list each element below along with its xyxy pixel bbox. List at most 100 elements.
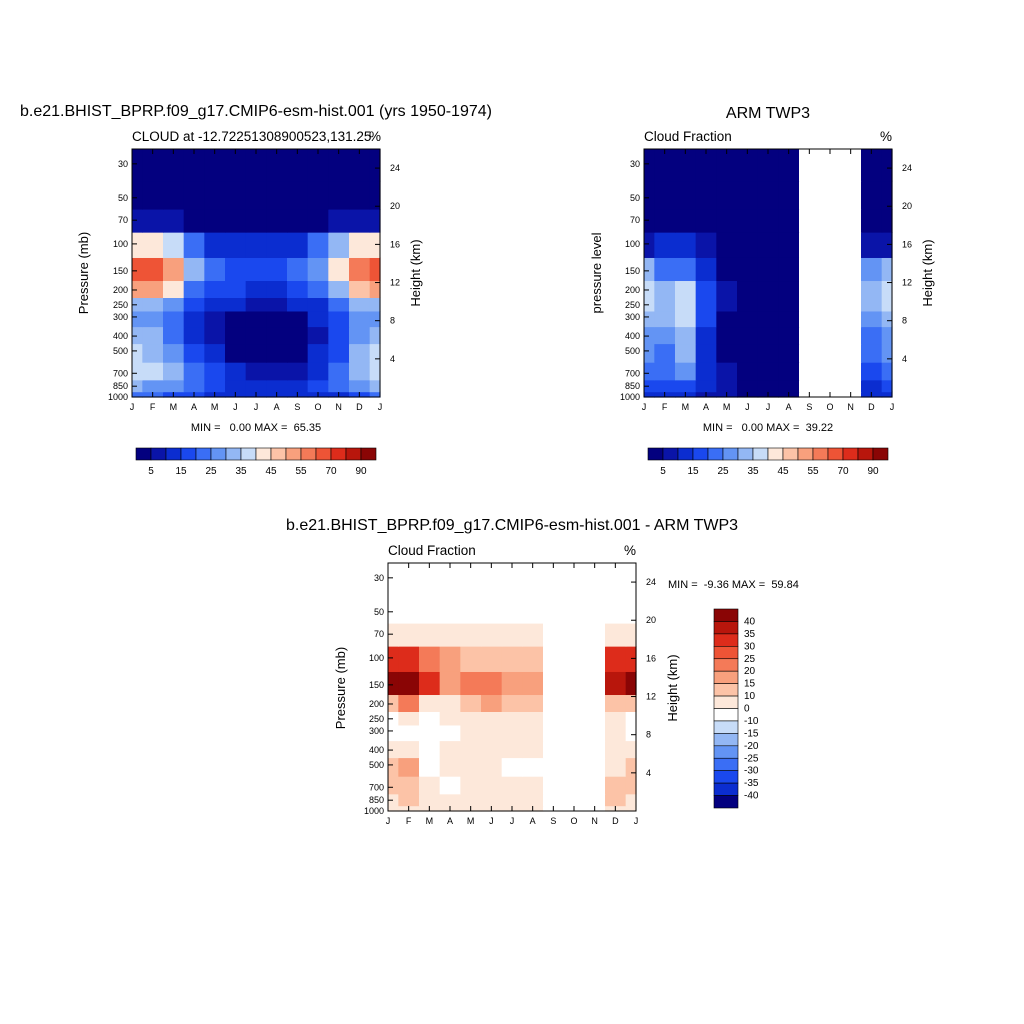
heatmap-cell bbox=[349, 208, 371, 233]
heatmap-cell bbox=[328, 326, 350, 345]
heatmap-cell bbox=[481, 757, 503, 777]
heatmap-cell bbox=[543, 694, 565, 712]
heatmap-cell bbox=[757, 149, 779, 182]
heatmap-cell bbox=[369, 391, 381, 398]
heatmap-cell bbox=[861, 149, 883, 182]
heatmap-cell bbox=[163, 257, 185, 282]
heatmap-cell bbox=[737, 379, 759, 393]
panel-obs-colorbar: 5 15 25 35 45 55 70 90 bbox=[647, 447, 889, 477]
x-tick-label: O bbox=[570, 816, 577, 826]
heatmap-cell bbox=[625, 694, 637, 712]
y2-tick-label: 20 bbox=[646, 615, 656, 625]
heatmap-cell bbox=[695, 232, 717, 258]
y-tick-label: 100 bbox=[625, 239, 640, 249]
heatmap-cell bbox=[132, 362, 143, 381]
heatmap-cell bbox=[716, 208, 738, 233]
heatmap-cell bbox=[778, 362, 800, 381]
y2-tick-label: 20 bbox=[390, 201, 400, 211]
heatmap-cell bbox=[881, 310, 893, 328]
panel-diff-ylabel-left: Pressure (mb) bbox=[333, 647, 348, 729]
heatmap-cell bbox=[543, 740, 565, 759]
heatmap-cell bbox=[204, 280, 226, 298]
heatmap-cell bbox=[563, 711, 585, 726]
x-tick-label: A bbox=[786, 402, 792, 412]
x-tick-label: A bbox=[274, 402, 280, 412]
heatmap-cell bbox=[543, 776, 565, 795]
heatmap-cell bbox=[369, 180, 381, 210]
x-tick-label: A bbox=[191, 402, 197, 412]
heatmap-cell bbox=[328, 232, 350, 258]
heatmap-cell bbox=[369, 362, 381, 381]
heatmap-cell bbox=[778, 326, 800, 345]
heatmap-cell bbox=[142, 232, 164, 258]
heatmap-cell bbox=[737, 149, 759, 182]
heatmap-cell bbox=[625, 594, 637, 624]
heatmap-cell bbox=[819, 343, 841, 363]
heatmap-cell bbox=[398, 724, 420, 742]
heatmap-cell bbox=[757, 180, 779, 210]
heatmap-cell bbox=[625, 724, 637, 742]
y2-tick-label: 24 bbox=[902, 163, 912, 173]
heatmap-cell bbox=[501, 757, 523, 777]
colorbar-swatch bbox=[255, 447, 272, 461]
heatmap-cell bbox=[132, 391, 143, 398]
y-tick-label: 850 bbox=[369, 795, 384, 805]
heatmap-cell bbox=[501, 776, 523, 795]
heatmap-cell bbox=[225, 232, 247, 258]
heatmap-cell bbox=[819, 379, 841, 393]
heatmap-cell bbox=[204, 362, 226, 381]
panel-diff-right-label: % bbox=[624, 543, 636, 558]
y-tick-label: 30 bbox=[374, 573, 384, 583]
heatmap-cell bbox=[142, 343, 164, 363]
heatmap-cell bbox=[625, 711, 637, 726]
heatmap-cell bbox=[605, 724, 627, 742]
y-tick-label: 250 bbox=[625, 300, 640, 310]
heatmap-cell bbox=[522, 757, 544, 777]
y2-tick-label: 8 bbox=[646, 730, 651, 740]
x-tick-label: O bbox=[314, 402, 321, 412]
panel-diff-title: b.e21.BHIST_BPRP.f09_g17.CMIP6-esm-hist.… bbox=[286, 517, 738, 534]
x-tick-label: D bbox=[612, 816, 619, 826]
colorbar-label: 35 bbox=[747, 466, 759, 477]
heatmap-cell bbox=[644, 379, 655, 393]
x-tick-label: J bbox=[766, 402, 771, 412]
heatmap-cell bbox=[439, 757, 461, 777]
heatmap-cell bbox=[388, 671, 399, 696]
heatmap-cell bbox=[543, 646, 565, 672]
heatmap-cell bbox=[183, 362, 205, 381]
heatmap-cell bbox=[287, 180, 309, 210]
y2-tick-label: 4 bbox=[390, 354, 395, 364]
heatmap-cell bbox=[757, 362, 779, 381]
panel-obs: ARM TWP3 Cloud Fraction % J F M A M J J A S O N D J 3… bbox=[589, 105, 935, 477]
heatmap-cell bbox=[419, 594, 441, 624]
y-tick-label: 70 bbox=[374, 629, 384, 639]
heatmap-cell bbox=[757, 232, 779, 258]
heatmap-cell bbox=[644, 280, 655, 298]
heatmap-cell bbox=[307, 257, 329, 282]
colorbar-swatch bbox=[842, 447, 859, 461]
y-tick-label: 100 bbox=[113, 239, 128, 249]
panel-obs-right-label: % bbox=[880, 129, 892, 144]
colorbar-swatch bbox=[713, 733, 739, 747]
colorbar-label: -10 bbox=[744, 716, 759, 727]
heatmap-cell bbox=[543, 671, 565, 696]
heatmap-cell bbox=[439, 793, 461, 807]
heatmap-cell bbox=[840, 297, 862, 312]
heatmap-cell bbox=[799, 280, 821, 298]
colorbar-label: 25 bbox=[744, 654, 756, 665]
heatmap-cell bbox=[840, 149, 862, 182]
heatmap-cell bbox=[881, 232, 893, 258]
y-tick-label: 500 bbox=[369, 760, 384, 770]
heatmap-cell bbox=[625, 622, 637, 647]
heatmap-cell bbox=[737, 180, 759, 210]
heatmap-cell bbox=[287, 326, 309, 345]
heatmap-cell bbox=[245, 257, 267, 282]
colorbar-swatch bbox=[150, 447, 167, 461]
heatmap-cell bbox=[163, 232, 185, 258]
x-tick-label: J bbox=[378, 402, 383, 412]
x-tick-label: S bbox=[550, 816, 556, 826]
heatmap-cell bbox=[757, 326, 779, 345]
colorbar-swatch bbox=[270, 447, 287, 461]
colorbar-swatch bbox=[812, 447, 829, 461]
heatmap-cell bbox=[605, 594, 627, 624]
